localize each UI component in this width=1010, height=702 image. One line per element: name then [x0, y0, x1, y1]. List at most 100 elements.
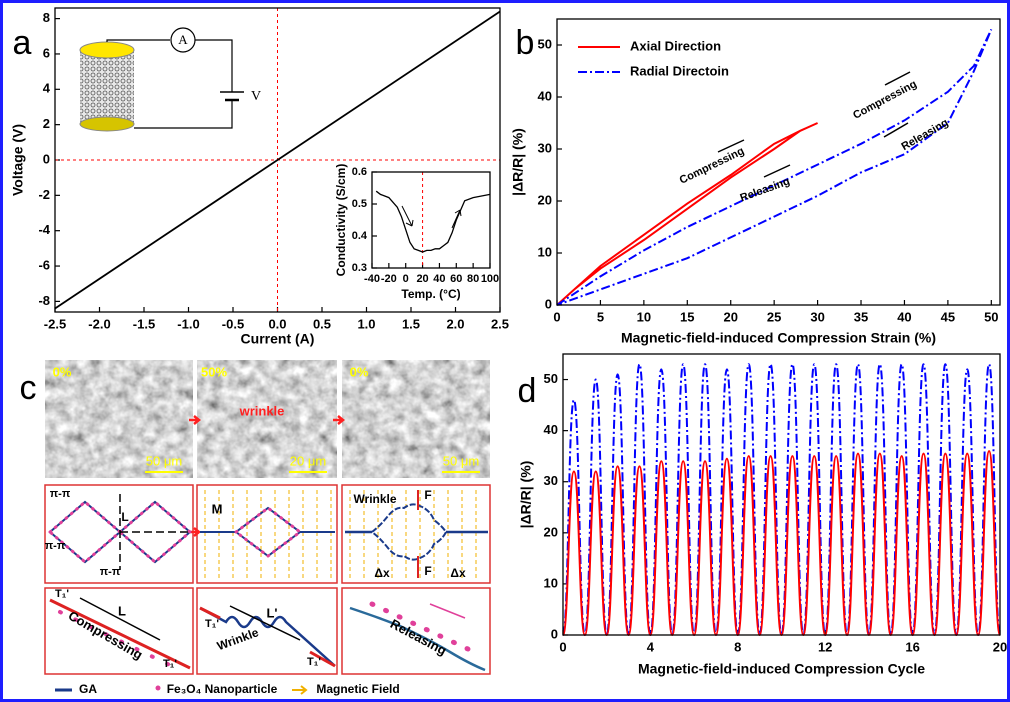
- wire: [195, 39, 233, 92]
- x-tick-label: 0: [403, 273, 409, 285]
- y-tick-label: -2: [38, 187, 50, 202]
- pi-label: π-π: [100, 566, 121, 578]
- axes-frame: [54, 7, 501, 313]
- x-tick-label: 0: [559, 639, 566, 654]
- tension-label: T₁': [307, 656, 321, 668]
- data-line: [562, 363, 1001, 637]
- force-label: F: [424, 564, 431, 578]
- x-tick-label: 0.0: [268, 316, 286, 331]
- panel-label: d: [518, 372, 537, 410]
- y-tick-label: 2: [43, 116, 50, 131]
- axes-frame: [556, 18, 1001, 306]
- trend-arrow: [401, 205, 414, 227]
- data-line: [556, 28, 993, 306]
- y-tick-label: -8: [38, 293, 50, 308]
- annotation: Releasing: [899, 117, 950, 153]
- x-axis-label: Magnetic-field-induced Compression Strai…: [621, 330, 936, 346]
- sem-image: [342, 360, 490, 478]
- ga-sheet: [199, 606, 336, 667]
- x-tick-label: 4: [647, 639, 655, 654]
- x-tick-label: 0: [553, 309, 560, 324]
- length-label: L': [266, 605, 277, 620]
- x-tick-label: 0.5: [313, 316, 331, 331]
- x-tick-label: 2.0: [446, 316, 464, 331]
- sample-bottom: [79, 116, 135, 132]
- nanoparticles: [58, 610, 182, 672]
- x-tick-label: 5: [597, 309, 604, 324]
- sheet-box: [196, 587, 338, 675]
- legend-label: Magnetic Field: [316, 682, 399, 696]
- pi-label: π-π: [45, 540, 66, 552]
- y-tick-label: 20: [544, 524, 558, 539]
- tension-label: T₁': [55, 588, 69, 600]
- length-label: L: [121, 510, 128, 524]
- data-line: [556, 122, 818, 306]
- sem-image: [45, 360, 193, 478]
- x-tick-label: -1.0: [177, 316, 199, 331]
- y-tick-label: 0: [551, 626, 558, 641]
- y-tick-label: -4: [38, 222, 50, 237]
- x-tick-label: 25: [767, 309, 781, 324]
- wire: [106, 39, 170, 42]
- x-tick-label: 12: [818, 639, 832, 654]
- wire: [134, 100, 233, 129]
- x-tick-label: 35: [854, 309, 868, 324]
- data-line: [562, 450, 1001, 637]
- panel-label: b: [516, 24, 535, 62]
- x-tick-label: 45: [941, 309, 955, 324]
- sample-body: [80, 50, 134, 124]
- strain-label: 0%: [350, 364, 369, 379]
- x-tick-label: 20: [993, 639, 1007, 654]
- dimension: [79, 597, 161, 641]
- legend-label: GA: [79, 682, 97, 696]
- x-tick-label: -1.5: [133, 316, 155, 331]
- x-tick-label: 20: [723, 309, 737, 324]
- dimension: [229, 605, 301, 641]
- x-tick-label: 40: [897, 309, 911, 324]
- scale-bar-label: 50 μm: [443, 453, 479, 468]
- circuit-label: V: [251, 89, 261, 104]
- shift-label: Δx: [450, 566, 466, 580]
- y-tick-label: 0: [43, 151, 50, 166]
- y-tick-label: 50: [544, 371, 558, 386]
- nanoparticles: [369, 601, 473, 653]
- sem-image: [197, 360, 337, 478]
- axes-frame: [371, 171, 491, 269]
- y-tick-label: 30: [544, 473, 558, 488]
- sheet-box: [44, 587, 194, 675]
- axes-frame: [562, 353, 1001, 636]
- y-axis-label: |ΔR/R| (%): [518, 461, 534, 529]
- y-tick-label: 0.3: [352, 262, 367, 274]
- strain-label: 0%: [53, 364, 72, 379]
- mechanism-box: [196, 484, 338, 584]
- x-axis-label: Current (A): [241, 331, 315, 347]
- feature-label: Wrinkle: [353, 492, 396, 506]
- y-tick-label: 0.5: [352, 198, 367, 210]
- tension-label: T₁': [163, 658, 177, 670]
- annotation-arrow: [884, 71, 911, 86]
- y-tick-label: 0.6: [352, 166, 367, 178]
- x-tick-label: -2.5: [44, 316, 66, 331]
- feature-label: wrinkle: [239, 403, 285, 418]
- y-tick-label: 40: [538, 88, 552, 103]
- strain-label: 50%: [201, 364, 227, 379]
- x-axis-label: Temp. (°C): [401, 287, 460, 301]
- pi-label: π-π: [50, 488, 71, 500]
- x-axis-label: Magnetic-field-induced Compression Cycle: [638, 661, 925, 677]
- y-axis-label: |ΔR/R| (%): [510, 128, 526, 196]
- tension-label: T₁': [205, 618, 219, 630]
- x-tick-label: -40: [364, 273, 380, 285]
- x-tick-label: 40: [433, 273, 445, 285]
- legend-swatch: [292, 685, 308, 695]
- release-arrow: [429, 603, 466, 619]
- x-tick-label: 1.0: [357, 316, 375, 331]
- circuit-label: A: [178, 32, 188, 47]
- transition-arrow: [333, 415, 346, 425]
- field-label: M: [212, 501, 223, 516]
- y-tick-label: -6: [38, 257, 50, 272]
- x-tick-label: 20: [416, 273, 428, 285]
- dimension: [119, 494, 190, 570]
- x-tick-label: 30: [810, 309, 824, 324]
